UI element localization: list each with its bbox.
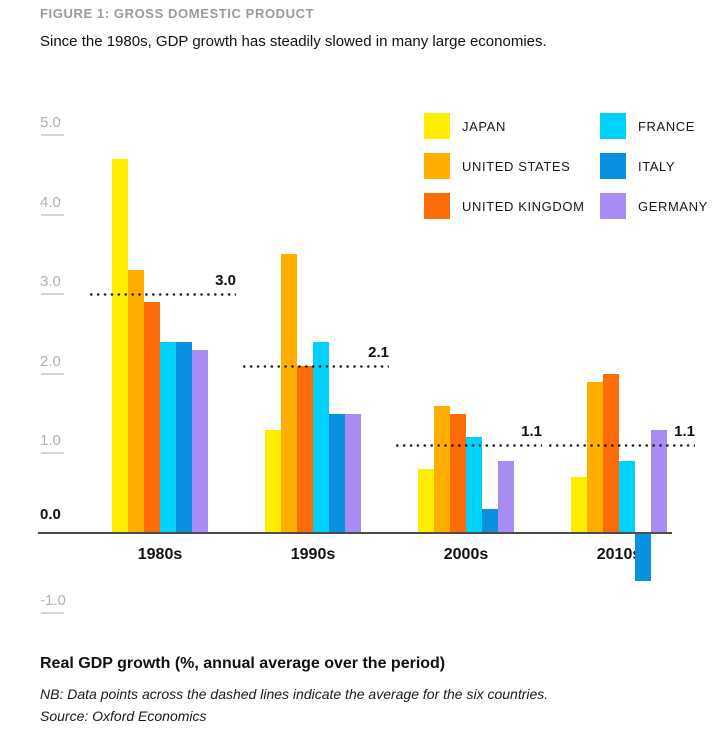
bar-united-states-1980s bbox=[128, 270, 144, 533]
figure-source: Source: Oxford Economics bbox=[40, 708, 207, 724]
bar-united-kingdom-1980s bbox=[144, 302, 160, 533]
x-label-1980s: 1980s bbox=[137, 546, 183, 563]
y-tick-mark-4.0 bbox=[41, 213, 64, 216]
legend-label-france: FRANCE bbox=[638, 119, 696, 134]
legend-label-italy: ITALY bbox=[638, 159, 676, 174]
bar-germany-2010s bbox=[651, 429, 667, 533]
average-line-2000s bbox=[396, 444, 542, 448]
average-line-2010s bbox=[549, 444, 695, 448]
y-tick-label-4.0: 4.0 bbox=[40, 193, 61, 211]
bar-japan-1980s bbox=[112, 158, 128, 533]
bar-japan-2000s bbox=[418, 469, 434, 533]
legend-swatch-united-kingdom bbox=[424, 193, 450, 219]
legend-swatch-france bbox=[600, 113, 626, 139]
y-tick-mark-2.0 bbox=[41, 372, 64, 375]
average-line-1980s bbox=[90, 293, 236, 297]
bar-germany-1990s bbox=[345, 413, 361, 533]
bar-france-1980s bbox=[160, 341, 176, 533]
bar-italy-1990s bbox=[329, 413, 345, 533]
average-label-1990s: 2.1 bbox=[368, 343, 389, 361]
y-tick-label-2.0: 2.0 bbox=[40, 352, 61, 370]
legend-label-united-kingdom: UNITED KINGDOM bbox=[462, 199, 585, 214]
bar-united-states-1990s bbox=[281, 254, 297, 533]
y-tick-label-3.0: 3.0 bbox=[40, 273, 61, 291]
y-tick-label-0.0: 0.0 bbox=[40, 506, 61, 523]
legend-label-united-states: UNITED STATES bbox=[462, 159, 571, 174]
y-axis-caption: Real GDP growth (%, annual average over … bbox=[40, 655, 446, 672]
y-tick-label--1.0: -1.0 bbox=[40, 591, 66, 609]
y-tick-mark-5.0 bbox=[41, 134, 64, 136]
legend-swatch-italy bbox=[600, 153, 626, 179]
legend-swatch-japan bbox=[424, 113, 450, 139]
x-label-2010s: 2010s bbox=[596, 546, 642, 563]
average-label-2010s: 1.1 bbox=[674, 423, 695, 441]
bar-united-kingdom-2010s bbox=[603, 373, 619, 533]
y-tick-label-5.0: 5.0 bbox=[40, 114, 61, 131]
bar-france-2000s bbox=[466, 437, 482, 533]
bar-united-states-2000s bbox=[434, 405, 450, 533]
y-tick-label-1.0: 1.0 bbox=[40, 432, 61, 450]
x-label-1990s: 1990s bbox=[290, 546, 336, 563]
bar-france-1990s bbox=[313, 341, 329, 533]
bar-united-kingdom-2000s bbox=[450, 413, 466, 533]
bar-france-2010s bbox=[619, 461, 635, 533]
figure-note: NB: Data points across the dashed lines … bbox=[40, 686, 549, 702]
bar-united-kingdom-1990s bbox=[297, 365, 313, 533]
bar-italy-2000s bbox=[482, 509, 498, 533]
bar-japan-1990s bbox=[265, 429, 281, 533]
figure-kicker: FIGURE 1: GROSS DOMESTIC PRODUCT bbox=[40, 6, 315, 21]
average-line-1990s bbox=[243, 364, 389, 368]
x-label-2000s: 2000s bbox=[443, 546, 489, 563]
legend-label-germany: GERMANY bbox=[638, 199, 708, 214]
figure-subtitle: Since the 1980s, GDP growth has steadily… bbox=[40, 33, 547, 50]
average-label-2000s: 1.1 bbox=[521, 423, 542, 441]
bar-japan-2010s bbox=[571, 477, 587, 533]
bar-italy-1980s bbox=[176, 341, 192, 533]
bar-germany-2000s bbox=[498, 461, 514, 533]
bar-united-states-2010s bbox=[587, 381, 603, 533]
bar-italy-2010s bbox=[635, 533, 651, 581]
legend-swatch-united-states bbox=[424, 153, 450, 179]
average-label-1980s: 3.0 bbox=[215, 272, 236, 290]
legend-swatch-germany bbox=[600, 193, 626, 219]
y-tick-mark-1.0 bbox=[41, 452, 64, 455]
y-tick-mark-3.0 bbox=[41, 293, 64, 296]
legend-label-japan: JAPAN bbox=[462, 119, 506, 134]
y-tick-mark--1.0 bbox=[41, 611, 64, 614]
x-axis-line bbox=[38, 532, 672, 534]
bar-germany-1980s bbox=[192, 349, 208, 533]
